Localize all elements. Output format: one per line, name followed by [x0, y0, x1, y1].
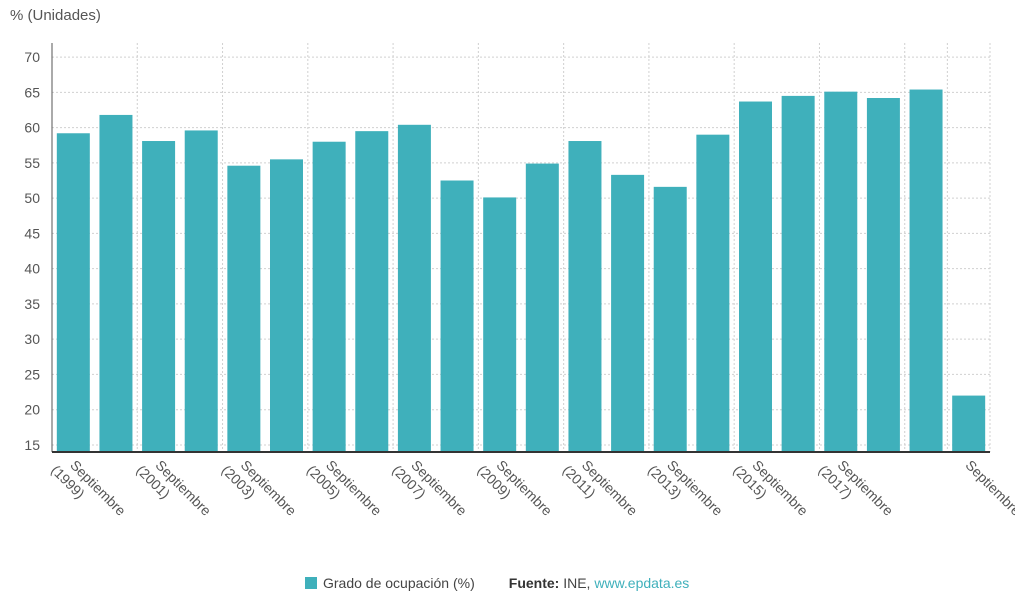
y-tick-label: 70: [24, 49, 40, 65]
y-tick-label: 45: [24, 225, 40, 241]
x-tick-label: Septiembre(2013): [645, 450, 726, 531]
legend: Grado de ocupación (%) Fuente: INE, www.…: [305, 575, 689, 591]
bar: [952, 395, 986, 452]
y-tick-label: 65: [24, 84, 40, 100]
bar: [440, 180, 474, 453]
bar: [312, 141, 346, 453]
y-tick-label: 25: [24, 366, 40, 382]
bar: [525, 163, 559, 453]
bar: [568, 141, 602, 452]
y-tick-label: 60: [24, 120, 40, 136]
x-tick-label: Septiembre(2001): [133, 450, 214, 531]
bar: [781, 95, 815, 452]
x-tick-label: Septiembre(2009): [474, 450, 555, 531]
source-link[interactable]: www.epdata.es: [594, 575, 690, 591]
x-tick-label: Septiembre(2015): [730, 450, 811, 531]
bar: [397, 124, 431, 453]
x-tick-label: Septiembre(2017): [816, 450, 897, 531]
bar: [99, 114, 133, 453]
y-tick-label: 50: [24, 190, 40, 206]
y-tick-label: 30: [24, 331, 40, 347]
source-label: Fuente:: [508, 575, 560, 591]
bar: [184, 130, 218, 452]
bar: [270, 159, 303, 452]
bar: [355, 131, 389, 452]
x-tick-label: Septiembre(2005): [304, 450, 385, 531]
legend-swatch: [305, 577, 317, 589]
bar: [227, 165, 261, 452]
y-tick-label: 20: [24, 402, 40, 418]
x-tick-label: Septiembre(2011): [560, 450, 641, 531]
bar: [909, 89, 943, 452]
y-tick-label: 35: [24, 296, 40, 312]
y-axis-title: % (Unidades): [10, 7, 101, 24]
legend-series-label[interactable]: Grado de ocupación (%): [323, 575, 475, 591]
bar: [653, 186, 687, 453]
bar: [56, 133, 90, 452]
source-text: INE,: [559, 575, 595, 591]
bar: [739, 101, 772, 453]
x-tick-label: Septiembre(2003): [219, 450, 300, 531]
x-tick-label: Septiembre(1999): [48, 450, 129, 531]
x-tick-label: Septiembre(2007): [389, 450, 470, 531]
bar: [824, 91, 858, 453]
y-tick-label: 55: [24, 155, 40, 171]
bar: [483, 197, 517, 452]
x-tick-label: Septiembre: [963, 457, 1015, 519]
bar: [696, 134, 730, 452]
bar: [866, 98, 900, 452]
y-tick-label: 40: [24, 261, 40, 277]
bar: [611, 174, 645, 452]
bar: [142, 141, 176, 452]
y-tick-label: 15: [24, 437, 40, 453]
